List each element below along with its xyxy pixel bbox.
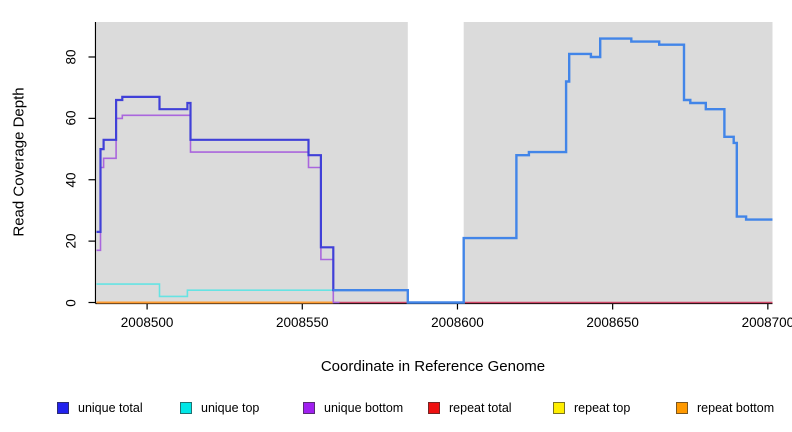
legend-swatch-repeat-total <box>428 402 440 414</box>
legend-swatch-repeat-bottom <box>676 402 688 414</box>
legend-label: repeat top <box>574 401 631 415</box>
x-tick-label: 2008700 <box>741 315 792 330</box>
y-tick-label: 60 <box>63 110 79 126</box>
legend: unique total unique top unique bottom re… <box>0 396 792 422</box>
legend-swatch-unique-bottom <box>303 402 315 414</box>
x-tick-label: 2008550 <box>275 315 329 330</box>
legend-label: unique total <box>78 401 143 415</box>
series-unique-bottom <box>96 114 340 304</box>
legend-label: repeat total <box>449 401 512 415</box>
series-unique-total <box>96 95 337 292</box>
legend-swatch-unique-total <box>57 402 69 414</box>
legend-item: unique bottom <box>303 396 403 420</box>
legend-swatch-unique-top <box>180 402 192 414</box>
legend-item: repeat bottom <box>676 396 774 420</box>
legend-item: repeat top <box>553 396 630 420</box>
y-tick-label: 20 <box>63 233 79 249</box>
x-tick-label: 2008500 <box>120 315 174 330</box>
x-tick-label: 2008600 <box>431 315 484 330</box>
y-tick-label: 80 <box>63 49 79 65</box>
x-axis-title: Coordinate in Reference Genome <box>320 358 546 375</box>
legend-item: unique total <box>57 396 143 420</box>
y-tick-label: 40 <box>63 172 79 188</box>
legend-swatch-repeat-top <box>553 402 565 414</box>
legend-item: repeat total <box>428 396 512 420</box>
coverage-gap-band <box>407 22 464 304</box>
legend-label: unique bottom <box>324 401 404 415</box>
legend-label: unique top <box>201 401 260 415</box>
y-tick-label: 0 <box>63 298 79 307</box>
x-tick-label: 2008650 <box>586 315 639 330</box>
series-unique-total-over-unique-top-right-block- <box>333 37 773 304</box>
series-unique-top <box>96 283 334 298</box>
y-axis-title: Read Coverage Depth <box>10 87 28 237</box>
legend-label: repeat bottom <box>697 401 775 415</box>
legend-item: unique top <box>180 396 259 420</box>
